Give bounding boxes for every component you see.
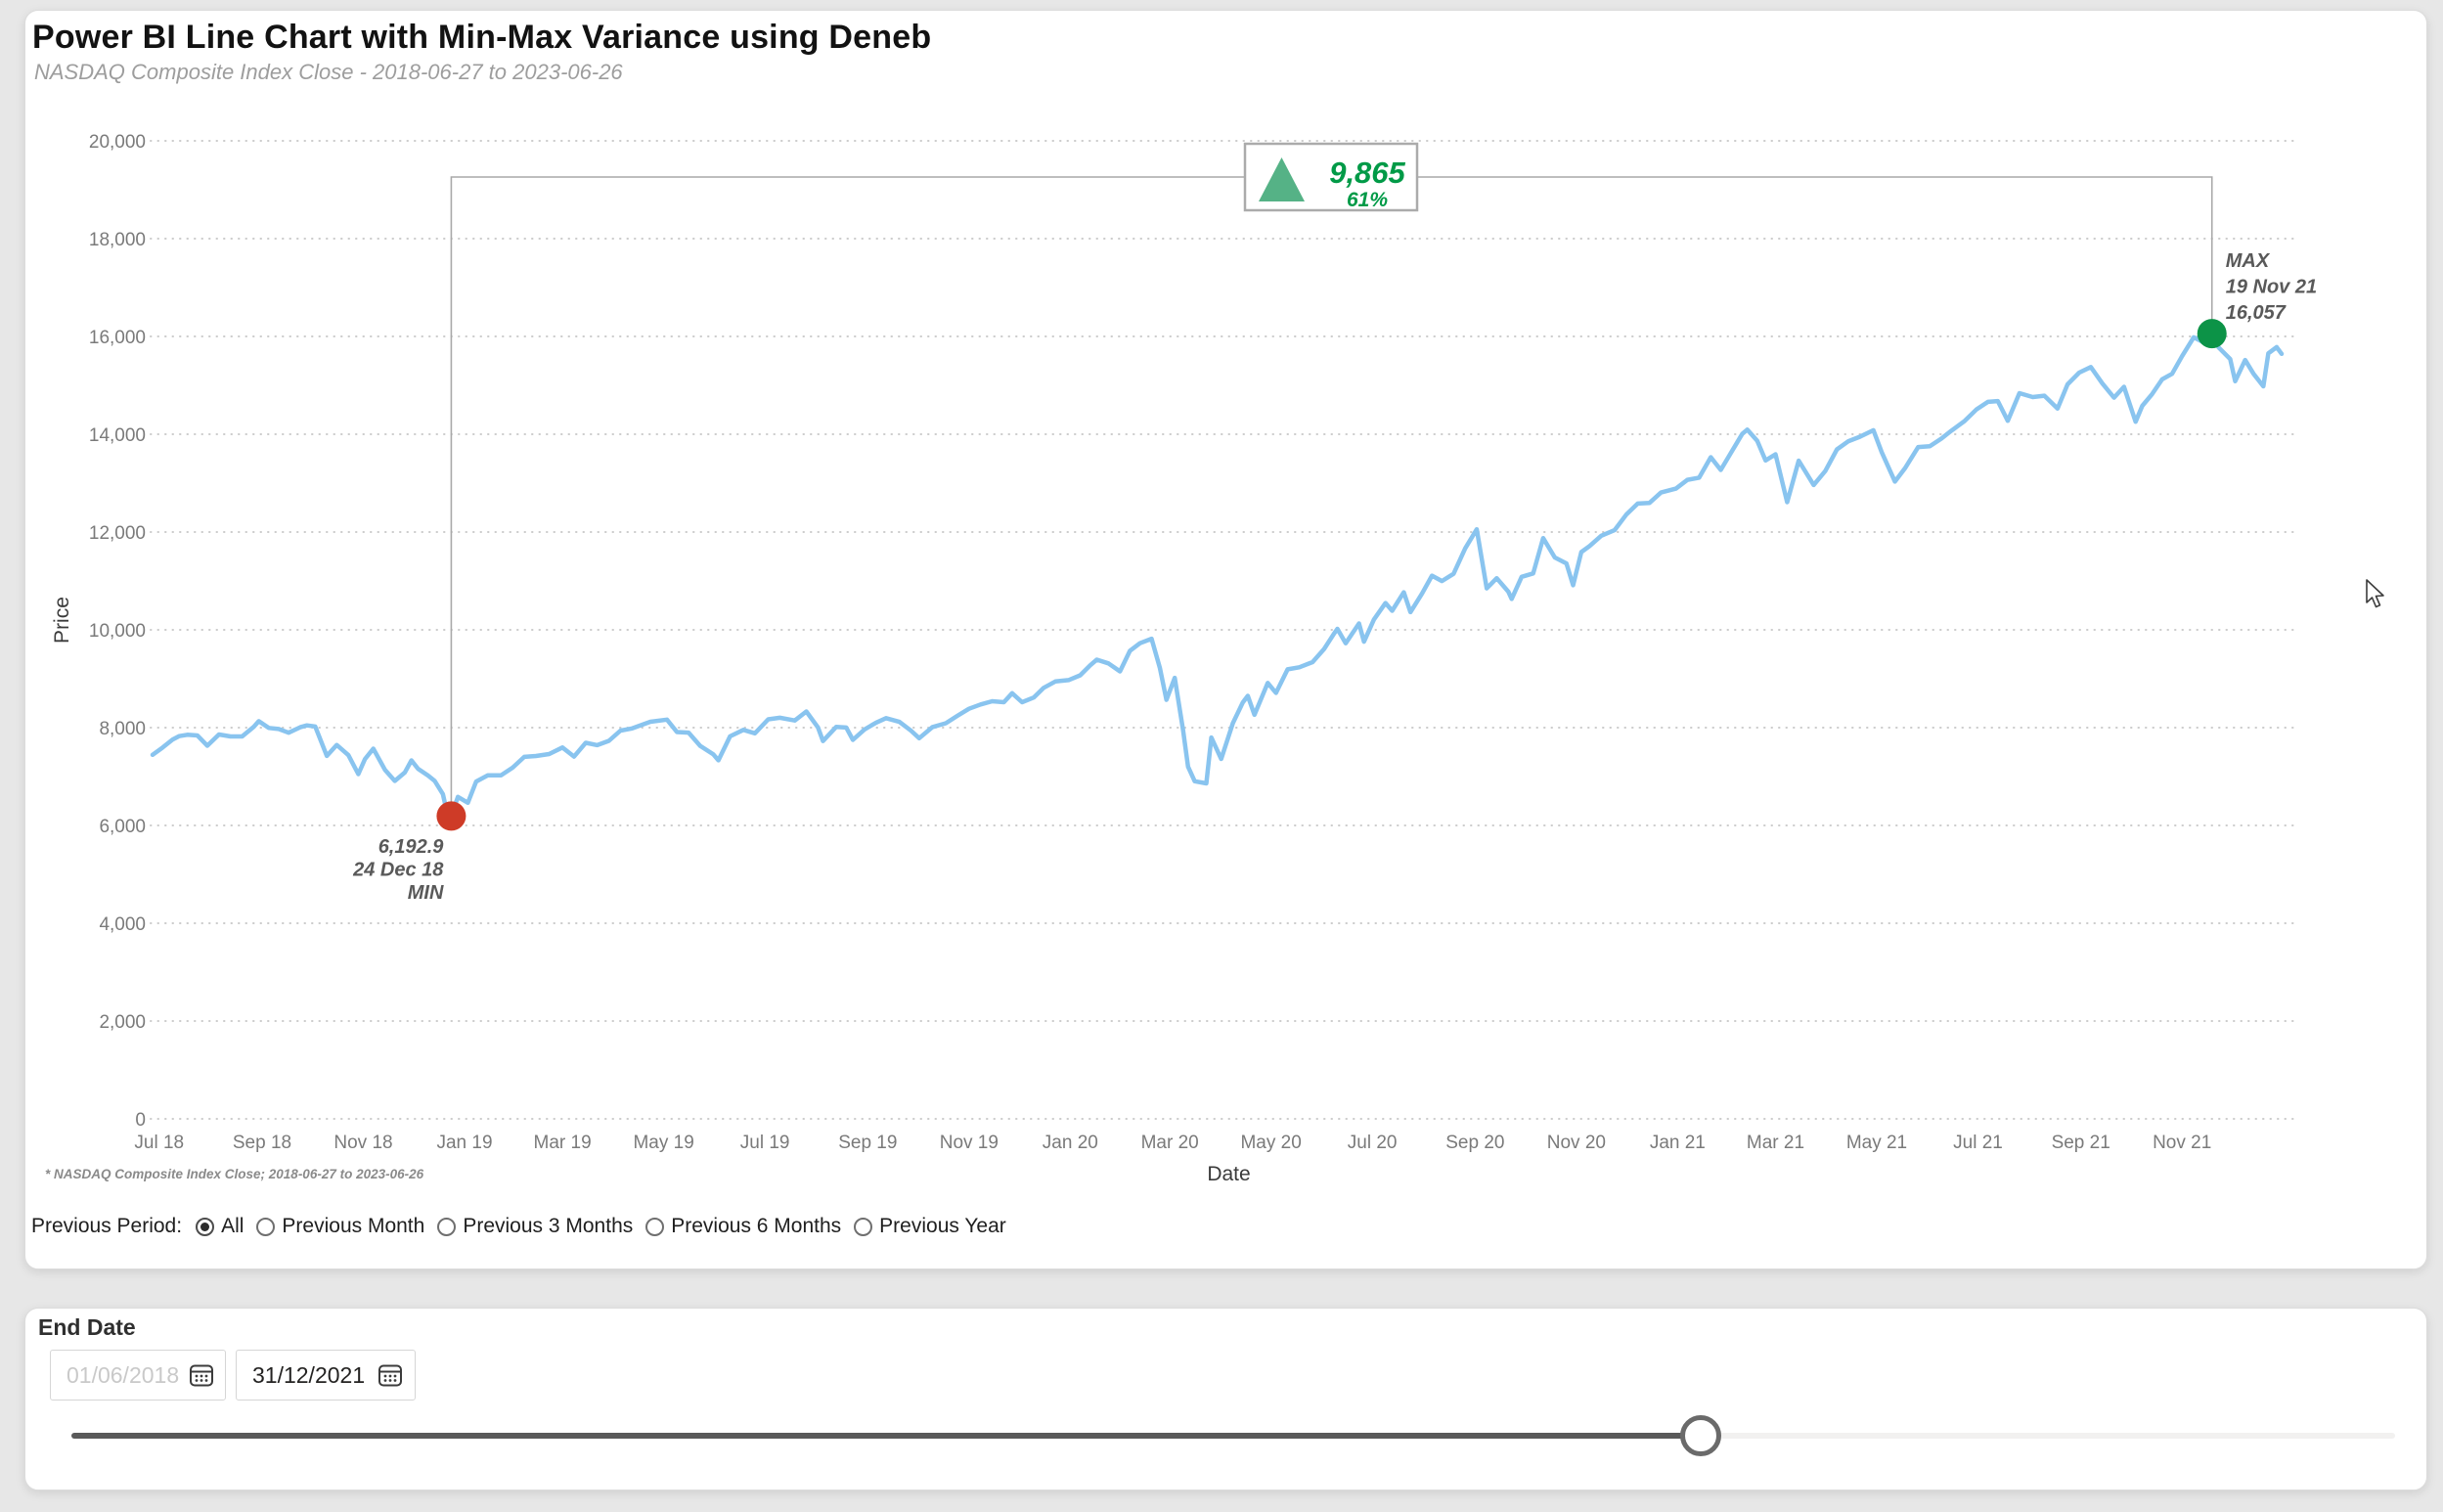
nasdaq-close-line [150,331,2285,819]
x-tick-label: Jan 19 [436,1133,492,1153]
radio-option-label: Previous Year [879,1215,1006,1237]
radio-option-label: Previous 3 Months [463,1215,634,1237]
mouse-cursor [2366,579,2384,608]
min-point-marker [436,801,466,831]
radio-option[interactable]: Previous Year [854,1215,1006,1238]
end-date-input[interactable]: 31/12/2021 [236,1350,416,1401]
y-tick-label: 2,000 [99,1012,146,1033]
line-chart: 0 2,000 4,000 6,000 8,000 10,000 12,000 14,000 1… [45,132,2317,1185]
min-annotation-text: 24 Dec 18 [352,860,444,881]
y-tick-label: 16,000 [89,328,146,348]
max-annotation-text: 16,057 [2226,302,2287,324]
variance-percent: 61% [1347,189,1388,211]
slider-handle[interactable] [1679,1415,1721,1456]
max-point-marker [2197,319,2227,349]
y-tick-label: 4,000 [99,914,146,935]
page-subtitle: NASDAQ Composite Index Close - 2018-06-2… [34,60,623,84]
radio-icon[interactable] [854,1217,873,1236]
x-tick-label: Nov 20 [1547,1133,1606,1153]
max-annotation-text: 19 Nov 21 [2226,277,2317,298]
x-tick-label: Jul 18 [134,1133,184,1153]
start-date-value: 01/06/2018 [67,1361,180,1388]
calendar-icon[interactable] [378,1362,403,1388]
radio-icon[interactable] [645,1217,665,1236]
variance-up-arrow-icon [1259,157,1305,201]
chart-footnote: * NASDAQ Composite Index Close; 2018-06-… [45,1167,424,1181]
radio-option-label: Previous Month [282,1215,425,1237]
radio-icon[interactable] [196,1217,215,1236]
x-axis-title: Date [1207,1163,1250,1185]
y-tick-label: 10,000 [89,621,146,642]
x-tick-label: Sep 20 [1445,1133,1504,1153]
radio-option[interactable]: All [196,1215,244,1238]
end-date-card: End Date 01/06/2018 31/12/2021 [24,1308,2427,1490]
radio-option[interactable]: Previous Month [256,1215,424,1238]
y-tick-label: 18,000 [89,230,146,250]
variance-value: 9,865 [1329,156,1405,190]
max-annotation-text: MAX [2226,250,2271,272]
y-tick-label: 20,000 [89,132,146,153]
y-tick-label: 12,000 [89,523,146,544]
end-date-title: End Date [38,1314,136,1340]
y-tick-label: 6,000 [99,817,146,837]
y-axis-title: Price [51,597,73,644]
x-tick-label: Nov 18 [333,1133,392,1153]
previous-period-label: Previous Period: [31,1215,183,1237]
variance-connector-line [450,176,2213,817]
x-tick-label: Sep 18 [233,1133,291,1153]
x-tick-label: Nov 19 [940,1133,999,1153]
previous-period-control: Previous Period: All Previous Month Prev… [31,1211,1019,1242]
x-tick-label: Jan 20 [1043,1133,1098,1153]
page-title: Power BI Line Chart with Min-Max Varianc… [32,19,932,56]
x-tick-label: May 21 [1846,1133,1907,1153]
x-tick-label: May 20 [1240,1133,1301,1153]
x-tick-label: Sep 19 [838,1133,897,1153]
y-tick-label: 14,000 [89,425,146,446]
x-tick-label: Mar 19 [534,1133,592,1153]
radio-option[interactable]: Previous 6 Months [645,1215,841,1238]
radio-icon[interactable] [437,1217,457,1236]
radio-icon[interactable] [256,1217,276,1236]
calendar-icon[interactable] [189,1362,214,1388]
radio-option-label: All [221,1215,244,1237]
slider-track[interactable] [1700,1433,2395,1439]
x-tick-label: Jan 21 [1650,1133,1706,1153]
x-tick-label: Jul 21 [1953,1133,2003,1153]
start-date-input[interactable]: 01/06/2018 [50,1350,226,1401]
x-tick-label: Jul 19 [740,1133,790,1153]
x-tick-label: Nov 21 [2153,1133,2211,1153]
radio-option-label: Previous 6 Months [671,1215,842,1237]
min-annotation-text: MIN [408,882,444,904]
y-tick-label: 8,000 [99,719,146,739]
end-date-value: 31/12/2021 [252,1361,366,1388]
min-annotation-text: 6,192.9 [378,836,445,858]
slider-track-filled[interactable] [71,1433,1701,1439]
chart-card: Power BI Line Chart with Min-Max Varianc… [24,10,2427,1269]
y-tick-label: 0 [135,1110,146,1131]
radio-option[interactable]: Previous 3 Months [437,1215,633,1238]
x-tick-label: May 19 [633,1133,693,1153]
x-tick-label: Jul 20 [1348,1133,1398,1153]
x-tick-label: Sep 21 [2052,1133,2110,1153]
x-tick-label: Mar 21 [1747,1133,1804,1153]
x-tick-label: Mar 20 [1141,1133,1199,1153]
